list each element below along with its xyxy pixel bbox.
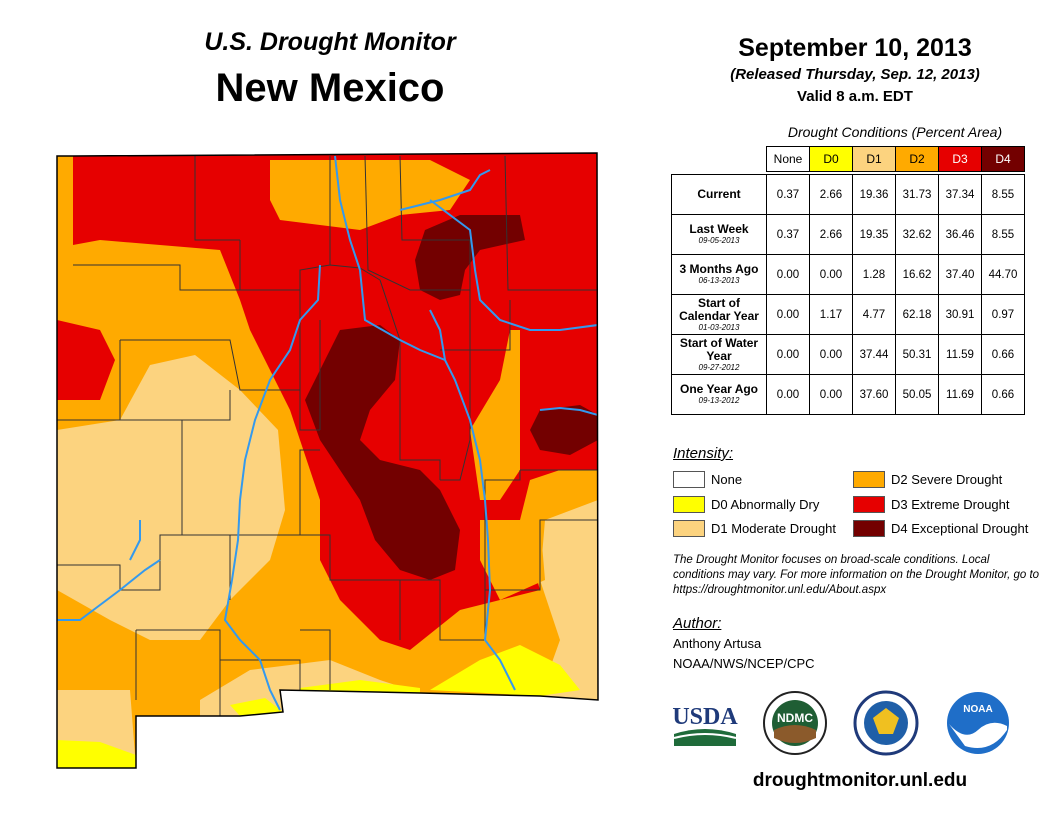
d4-area-east: [530, 405, 598, 455]
doc-seal-logo: [853, 690, 919, 756]
ndmc-logo: NDMC: [763, 691, 827, 755]
col-d2: D2: [895, 146, 939, 172]
ndmc-logo-text: NDMC: [777, 711, 813, 725]
release-date: (Released Thursday, Sep. 12, 2013): [730, 66, 980, 83]
row-date: 09-05-2013: [698, 236, 740, 245]
noaa-logo-text: NOAA: [963, 704, 992, 715]
row-label: One Year Ago: [679, 382, 759, 396]
conditions-title: Drought Conditions (Percent Area): [787, 124, 1003, 140]
legend-label: D2 Severe Drought: [891, 472, 1003, 487]
valid-time: Valid 8 a.m. EDT: [797, 88, 913, 105]
table-row: One Year Ago 09-13-2012 0.00 0.00 37.60 5…: [671, 374, 1025, 415]
d1-area-southeast: [540, 500, 598, 700]
noaa-logo: NOAA: [947, 692, 1009, 754]
col-d4: D4: [981, 146, 1025, 172]
col-d1: D1: [852, 146, 896, 172]
state-outline: [56, 152, 599, 769]
row-date: 09-27-2012: [698, 362, 740, 372]
legend-swatch: [853, 520, 885, 537]
monitor-subtitle: U.S. Drought Monitor: [204, 28, 456, 56]
table-row: 3 Months Ago 06-13-2013 0.00 0.00 1.28 16…: [671, 254, 1025, 295]
legend-title: Intensity:: [673, 445, 734, 462]
row-date: 06-13-2013: [698, 276, 740, 285]
d1-area-west: [57, 355, 285, 640]
legend-swatch: [673, 471, 705, 488]
county-boundaries: [57, 155, 598, 716]
legend-swatch: [673, 496, 705, 513]
d4-area-central: [305, 325, 460, 580]
legend-label: D3 Extreme Drought: [891, 497, 1010, 512]
col-d0: D0: [809, 146, 853, 172]
legend-label: None: [711, 472, 743, 487]
author-name: Anthony Artusa: [673, 636, 762, 651]
row-label: Start of Calendar Year: [679, 295, 759, 323]
rivers: [57, 155, 598, 711]
legend-label: D1 Moderate Drought: [711, 521, 837, 536]
legend-swatch: [853, 496, 885, 513]
d2-pocket-east: [470, 330, 520, 500]
row-date: 01-03-2013: [698, 322, 740, 332]
row-label: 3 Months Ago: [679, 262, 759, 276]
author-heading: Author:: [673, 615, 722, 632]
usda-logo: USDA: [672, 704, 738, 746]
legend-swatch: [853, 471, 885, 488]
map-date: September 10, 2013: [738, 34, 972, 62]
row-label: Start of Water Year: [679, 335, 759, 363]
legend-swatch: [673, 520, 705, 537]
row-label: Current: [697, 187, 741, 201]
table-row: Current 0.37 2.66 19.36 31.73 37.34 8.55: [671, 174, 1025, 215]
row-date: 09-13-2012: [698, 396, 740, 405]
d3-west-lobe: [57, 320, 115, 400]
conditions-table: None D0 D1 D2 D3 D4 Current 0.37 2.66 19…: [671, 146, 1025, 415]
d0-area-south-central: [230, 698, 283, 716]
row-label: Last Week: [689, 222, 749, 236]
col-d3: D3: [938, 146, 982, 172]
col-none: None: [766, 146, 810, 172]
disclaimer-note: The Drought Monitor focuses on broad-sca…: [673, 554, 1040, 596]
legend-label: D4 Exceptional Drought: [891, 521, 1029, 536]
table-header-row: None D0 D1 D2 D3 D4: [672, 146, 1025, 172]
table-row: Start of Calendar Year 01-03-2013 0.00 1.…: [671, 294, 1025, 335]
d2-pocket-south-east: [480, 520, 545, 600]
website-url[interactable]: droughtmonitor.unl.edu: [752, 770, 968, 791]
d0-area-southwest: [57, 740, 136, 768]
table-row: Start of Water Year 09-27-2012 0.00 0.00 …: [671, 334, 1025, 375]
d2-pocket-north: [270, 160, 470, 230]
state-title: New Mexico: [215, 66, 445, 110]
usda-logo-text: USDA: [672, 704, 738, 730]
table-row: Last Week 09-05-2013 0.37 2.66 19.35 32.6…: [671, 214, 1025, 255]
legend-label: D0 Abnormally Dry: [711, 497, 820, 512]
drought-map[interactable]: [40, 140, 620, 780]
author-org: NOAA/NWS/NCEP/CPC: [673, 656, 815, 671]
